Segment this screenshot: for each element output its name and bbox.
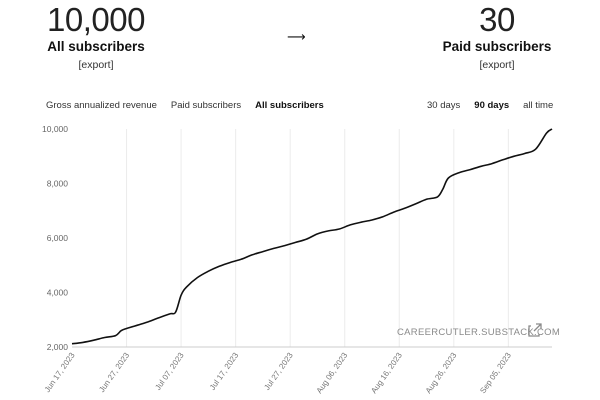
x-tick-label: Aug 16, 2023 [369, 351, 404, 396]
x-tick-label: Jun 27, 2023 [97, 351, 131, 395]
y-tick-label: 6,000 [47, 233, 69, 243]
x-tick-label: Jun 17, 2023 [43, 351, 77, 395]
external-link-icon [528, 323, 542, 337]
y-tick-label: 8,000 [47, 179, 69, 189]
chart-grid [126, 129, 509, 347]
metric-tabs: Gross annualized revenue Paid subscriber… [46, 100, 324, 111]
watermark-text: CAREERCUTLER.SUBSTACK.COM [397, 327, 560, 338]
all-subscribers-count: 10,000 [47, 1, 145, 38]
y-tick-label: 10,000 [42, 124, 68, 134]
y-tick-label: 4,000 [47, 288, 69, 298]
all-subscribers-stat: 10,000 All subscribers [export] [44, 2, 148, 72]
tab-all-time[interactable]: all time [523, 100, 554, 111]
x-tick-label: Jul 07, 2023 [153, 351, 186, 392]
series-line-all-subscribers [71, 128, 553, 345]
x-tick-label: Sep 05, 2023 [478, 351, 513, 396]
arrow-right-icon: ⟶ [287, 29, 306, 44]
y-tick-label: 2,000 [47, 342, 69, 352]
tab-paid-subscribers[interactable]: Paid subscribers [170, 100, 242, 111]
export-paid-subscribers-link[interactable]: [export] [479, 59, 515, 71]
y-axis-ticks: 2,000 4,000 6,000 8,000 10,000 [42, 124, 68, 352]
tab-gross-annualized-revenue[interactable]: Gross annualized revenue [46, 100, 157, 111]
tab-30-days[interactable]: 30 days [427, 100, 461, 111]
x-tick-label: Jul 27, 2023 [262, 351, 295, 392]
all-subscribers-label: All subscribers [47, 39, 145, 54]
range-tabs: 30 days 90 days all time [427, 100, 553, 111]
x-tick-label: Aug 06, 2023 [315, 351, 350, 396]
x-tick-label: Jul 17, 2023 [208, 351, 241, 392]
watermark: CAREERCUTLER.SUBSTACK.COM [397, 323, 560, 338]
export-all-subscribers-link[interactable]: [export] [78, 59, 114, 71]
paid-subscribers-count: 30 [479, 1, 515, 38]
paid-subscribers-label: Paid subscribers [442, 39, 552, 54]
tab-all-subscribers[interactable]: All subscribers [255, 100, 324, 111]
paid-subscribers-stat: 30 Paid subscribers [export] [440, 2, 554, 72]
x-tick-label: Aug 26, 2023 [424, 351, 459, 396]
x-axis-ticks: Jun 17, 2023 Jun 27, 2023 Jul 07, 2023 Jul … [43, 351, 514, 396]
tab-90-days[interactable]: 90 days [474, 100, 510, 111]
